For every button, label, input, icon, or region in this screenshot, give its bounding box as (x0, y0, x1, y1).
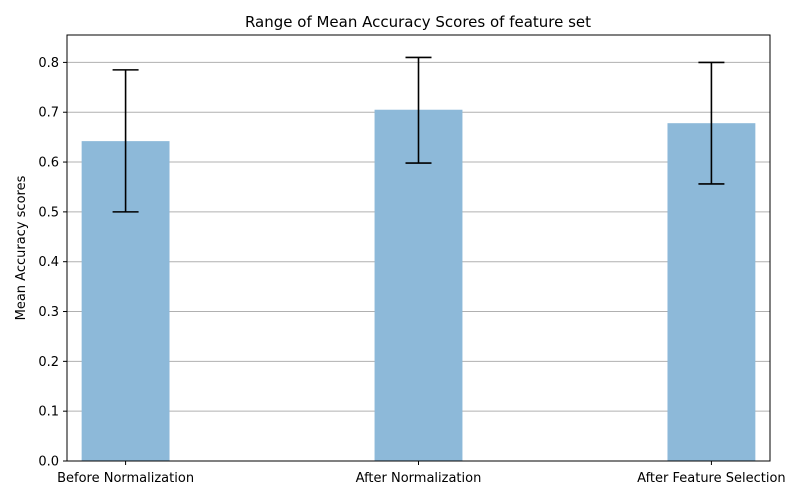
y-tick-label: 0.8 (38, 56, 59, 71)
y-tick-label: 0.7 (38, 106, 59, 121)
y-axis-label: Mean Accuracy scores (14, 175, 29, 320)
y-tick-label: 0.6 (38, 156, 59, 171)
y-tick-label: 0.5 (38, 205, 59, 220)
y-ticks: 0.0 0.1 0.2 0.3 0.4 0.5 0.6 0.7 0.8 (38, 56, 67, 470)
error-bars (112, 56, 725, 213)
y-tick-label: 0.0 (38, 455, 59, 470)
x-tick-label: Before Normalization (57, 471, 194, 486)
y-tick-label: 0.3 (38, 305, 59, 320)
x-tick-label: After Feature Selection (637, 471, 786, 486)
bars (81, 109, 756, 461)
bar (374, 109, 463, 461)
y-tick-label: 0.1 (38, 405, 59, 420)
x-tick-label: After Normalization (356, 471, 482, 486)
x-ticks: Before Normalization After Normalization A… (57, 461, 786, 486)
chart-title: Range of Mean Accuracy Scores of feature… (245, 13, 591, 31)
y-tick-label: 0.4 (38, 255, 59, 270)
y-tick-label: 0.2 (38, 355, 59, 370)
